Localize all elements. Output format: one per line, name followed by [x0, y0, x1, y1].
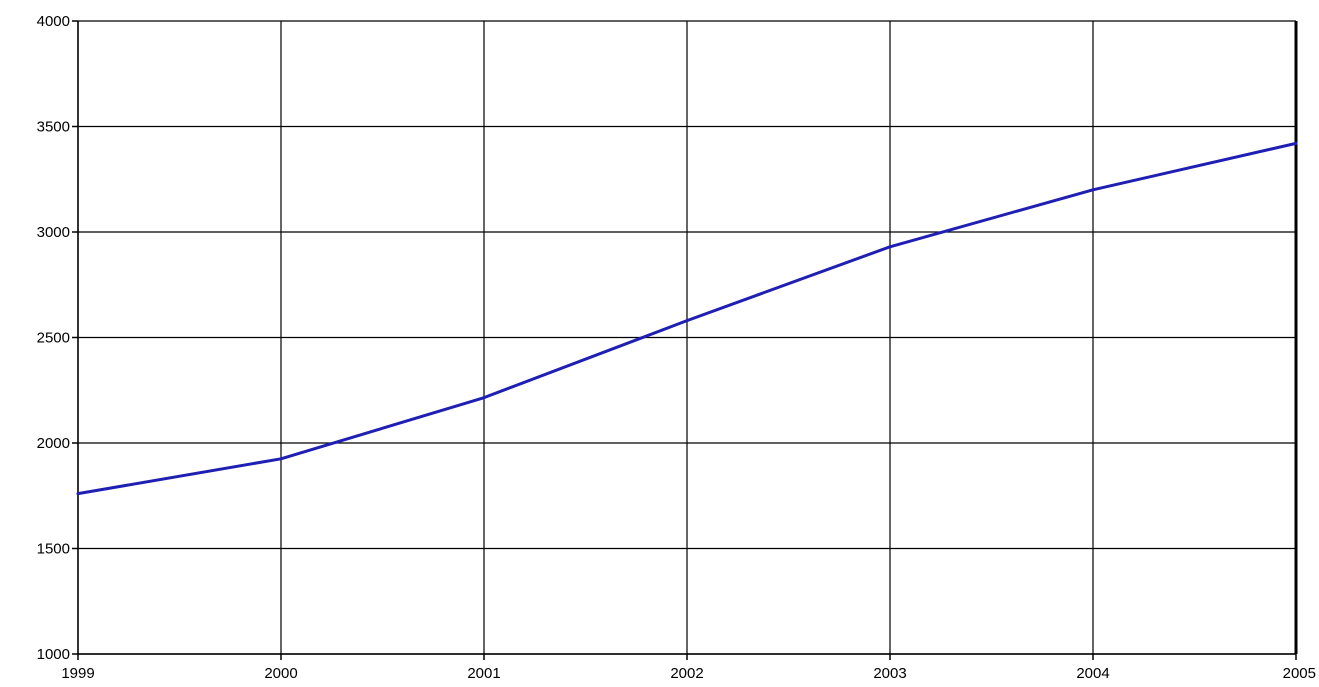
x-tick-label: 2004 — [1076, 665, 1109, 682]
x-tick-label: 2005 — [1283, 665, 1316, 682]
data-point — [685, 319, 689, 323]
data-point — [1294, 141, 1298, 145]
y-tick-label: 4000 — [37, 13, 70, 30]
y-tick-label: 1500 — [37, 541, 70, 558]
y-tick-label: 1000 — [37, 646, 70, 663]
y-tick-label: 2500 — [37, 330, 70, 347]
data-point — [76, 492, 80, 496]
grid — [77, 20, 1297, 655]
data-point — [888, 245, 892, 249]
y-tick-label: 2000 — [37, 435, 70, 452]
x-tick-label: 2001 — [467, 665, 500, 682]
axes — [72, 20, 1298, 660]
y-tick-label: 3000 — [37, 224, 70, 241]
x-tick-label: 2002 — [670, 665, 703, 682]
tick-labels: 1000 1500 2000 2500 3000 3500 4000 1999 2000 2001… — [37, 13, 1316, 682]
series-layer — [76, 141, 1298, 496]
x-tick-label: 1999 — [61, 665, 94, 682]
y-tick-label: 3500 — [37, 119, 70, 136]
data-point — [482, 396, 486, 400]
x-tick-label: 2003 — [873, 665, 906, 682]
x-tick-label: 2000 — [264, 665, 297, 682]
data-point — [279, 457, 283, 461]
data-point — [1091, 188, 1095, 192]
